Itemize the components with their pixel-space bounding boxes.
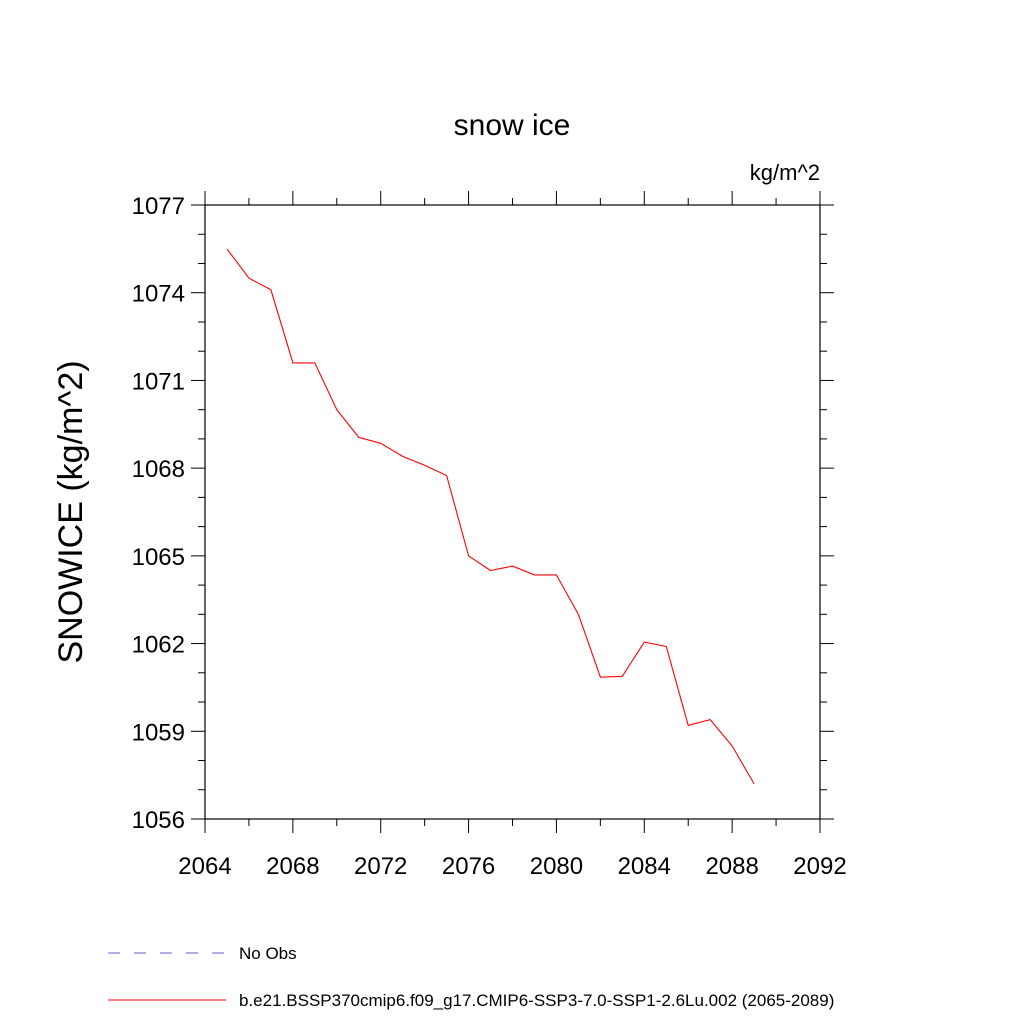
legend-no-obs-label: No Obs bbox=[239, 944, 297, 963]
x-tick-label: 2080 bbox=[530, 853, 583, 880]
units-label: kg/m^2 bbox=[750, 160, 820, 185]
legend: No Obs b.e21.BSSP370cmip6.f09_g17.CMIP6-… bbox=[108, 944, 834, 1010]
x-tick-label: 2084 bbox=[618, 853, 671, 880]
x-tick-label: 2088 bbox=[705, 853, 758, 880]
x-tick-label: 2092 bbox=[793, 853, 846, 880]
x-tick-label: 2072 bbox=[354, 853, 407, 880]
legend-series-label: b.e21.BSSP370cmip6.f09_g17.CMIP6-SSP3-7.… bbox=[239, 991, 834, 1010]
axis-ticks bbox=[191, 191, 834, 833]
y-tick-label: 1071 bbox=[132, 368, 185, 395]
chart-title: snow ice bbox=[454, 109, 571, 142]
x-tick-label: 2076 bbox=[442, 853, 495, 880]
y-tick-label: 1077 bbox=[132, 193, 185, 220]
y-axis-label: SNOWICE (kg/m^2) bbox=[52, 360, 90, 663]
plot-frame bbox=[204, 204, 821, 820]
axis-tick-labels: 2064 2068 2072 2076 2080 2084 2088 2092 1056 1059… bbox=[132, 193, 847, 880]
y-tick-label: 1065 bbox=[132, 544, 185, 571]
x-tick-label: 2064 bbox=[178, 853, 231, 880]
series-layer bbox=[226, 248, 755, 785]
x-tick-label: 2068 bbox=[266, 853, 319, 880]
y-tick-label: 1059 bbox=[132, 719, 185, 746]
series-line bbox=[226, 248, 755, 785]
y-tick-label: 1062 bbox=[132, 632, 185, 659]
y-tick-label: 1056 bbox=[132, 807, 185, 834]
y-tick-label: 1068 bbox=[132, 456, 185, 483]
y-tick-label: 1074 bbox=[132, 281, 185, 308]
